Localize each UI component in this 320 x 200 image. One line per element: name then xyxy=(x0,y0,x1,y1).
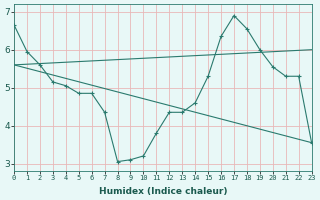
X-axis label: Humidex (Indice chaleur): Humidex (Indice chaleur) xyxy=(99,187,227,196)
